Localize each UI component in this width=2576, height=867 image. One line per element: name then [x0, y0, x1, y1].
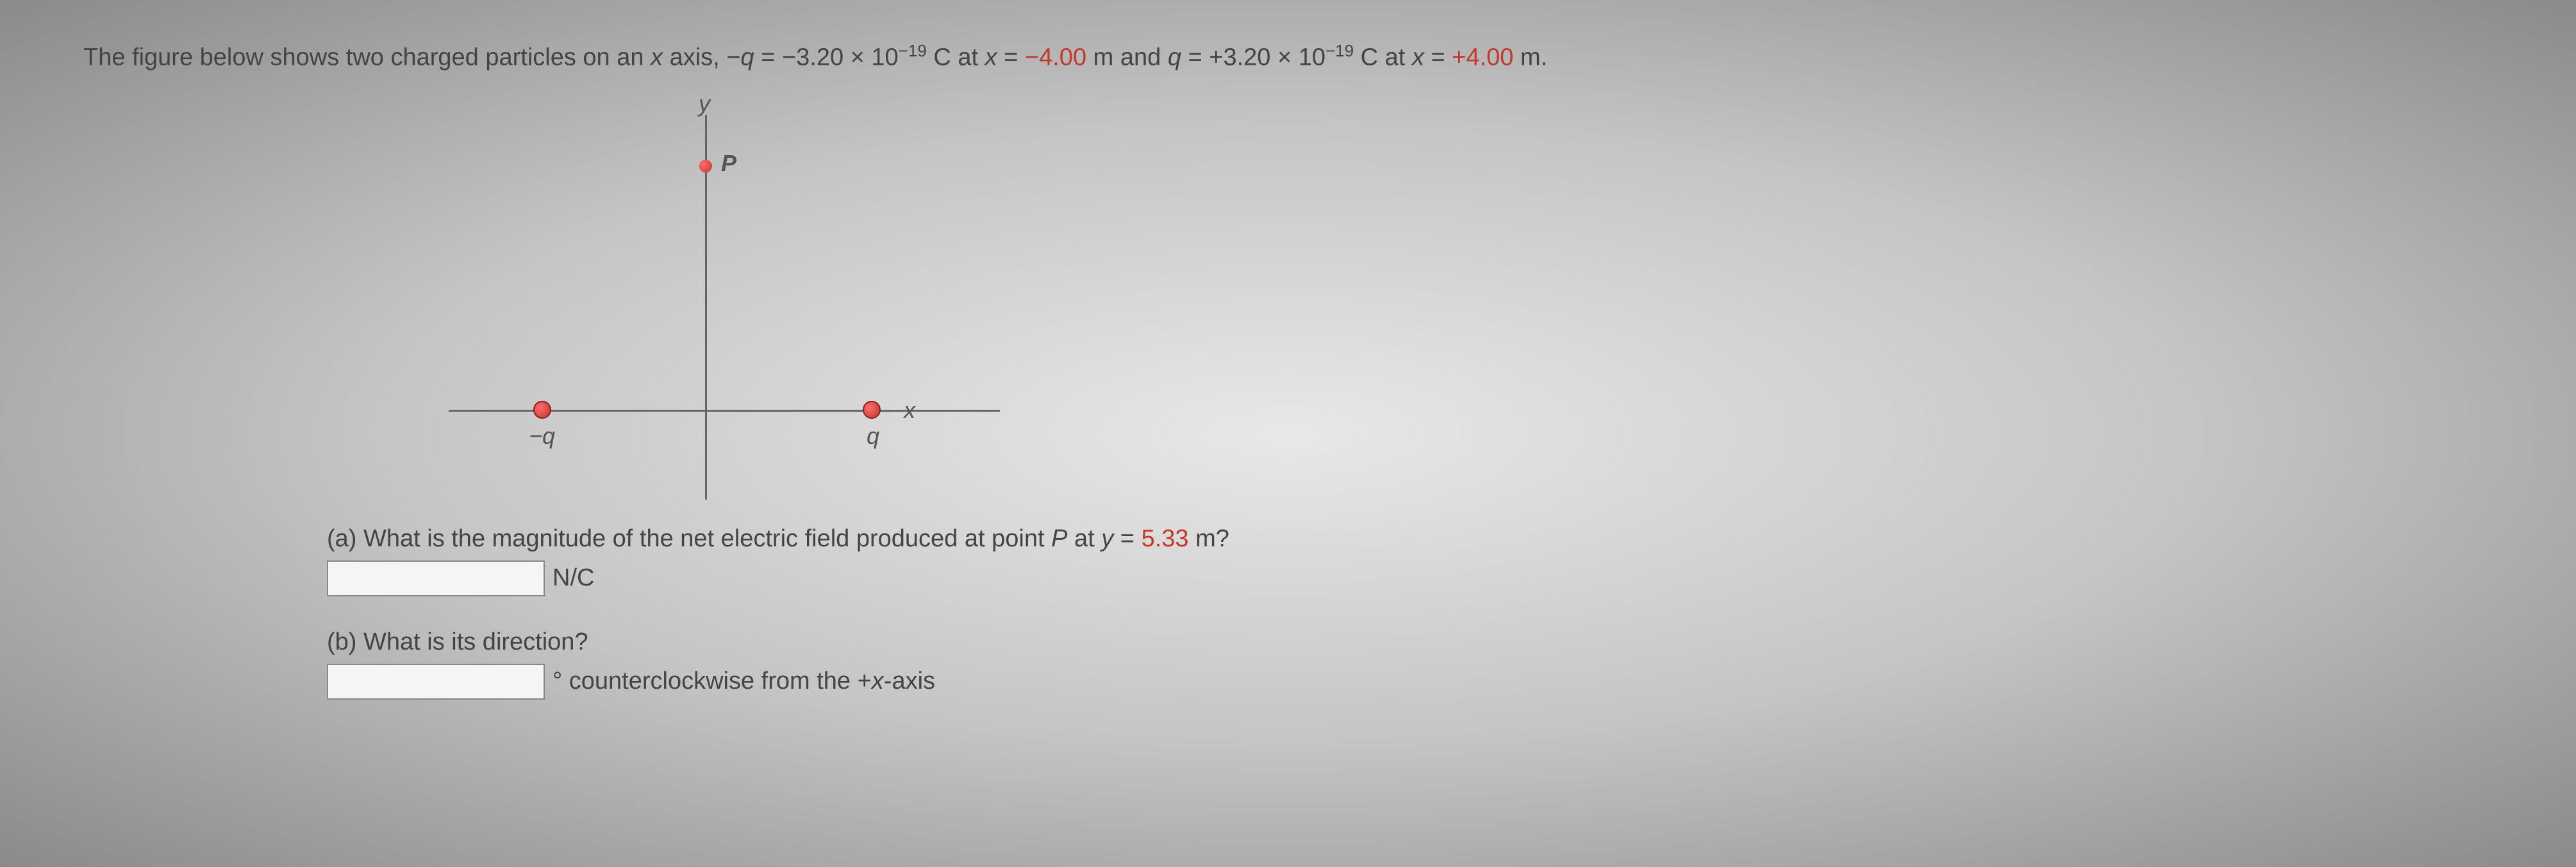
negative-charge-icon — [533, 401, 551, 419]
part-a-unit: N/C — [553, 564, 594, 592]
q-qvar2: q — [1168, 44, 1181, 71]
pa-yvar: y — [1101, 525, 1113, 552]
q-xvar: x — [651, 44, 663, 71]
part-b-input-row: ° counterclockwise from the +x-axis — [327, 664, 2493, 700]
q-unit1: C at — [927, 44, 985, 71]
part-b-unit: ° counterclockwise from the +x-axis — [553, 668, 935, 695]
part-a-question: (a) What is the magnitude of the net ele… — [327, 525, 2493, 553]
q-xvar2: x — [985, 44, 997, 71]
y-axis — [705, 115, 707, 500]
point-p-icon — [699, 160, 712, 173]
y-axis-label: y — [699, 90, 710, 117]
pa-post: m? — [1189, 525, 1229, 552]
pa-eq: = — [1113, 525, 1141, 552]
part-b-input[interactable] — [327, 664, 545, 700]
q-eq1: = — [754, 44, 782, 71]
q-unit3: C at — [1354, 44, 1412, 71]
q-prefix: The figure below shows two charged parti… — [83, 44, 651, 71]
pa-pvar: P — [1051, 525, 1067, 552]
q-xval2: +4.00 — [1452, 44, 1513, 71]
point-p-label: P — [721, 150, 736, 177]
part-a: (a) What is the magnitude of the net ele… — [327, 525, 2493, 596]
q-xvar3: x — [1412, 44, 1424, 71]
part-a-input-row: N/C — [327, 560, 2493, 596]
q-qvar1: q — [741, 44, 754, 71]
pb-unit-post: -axis — [884, 668, 935, 694]
q-exp2: −19 — [1325, 41, 1354, 60]
pos-charge-label: q — [867, 423, 879, 450]
pb-unit-pre: ° counterclockwise from the + — [553, 668, 872, 694]
positive-charge-icon — [863, 401, 881, 419]
q-unit4: m. — [1513, 44, 1547, 71]
q-xval1: −4.00 — [1025, 44, 1086, 71]
diagram: y x P −q q — [436, 102, 1013, 500]
pa-yval: 5.33 — [1142, 525, 1189, 552]
part-a-input[interactable] — [327, 560, 545, 596]
q-eq2: = — [997, 44, 1025, 71]
q-unit2: m and — [1086, 44, 1168, 71]
neg-charge-label: −q — [529, 423, 555, 450]
x-axis-label: x — [904, 397, 915, 424]
part-b-question: (b) What is its direction? — [327, 628, 2493, 656]
q-val1: −3.20 × 10 — [782, 44, 899, 71]
question-text: The figure below shows two charged parti… — [83, 38, 2493, 76]
q-eq4: = — [1424, 44, 1452, 71]
pa-mid: at — [1067, 525, 1101, 552]
part-b: (b) What is its direction? ° countercloc… — [327, 628, 2493, 700]
q-mid1: axis, − — [663, 44, 740, 71]
pa-pre: (a) What is the magnitude of the net ele… — [327, 525, 1051, 552]
q-exp1: −19 — [899, 41, 927, 60]
q-eq3: = — [1181, 44, 1209, 71]
x-axis — [449, 410, 1000, 412]
q-val2: +3.20 × 10 — [1209, 44, 1325, 71]
pb-xvar: x — [872, 668, 884, 694]
